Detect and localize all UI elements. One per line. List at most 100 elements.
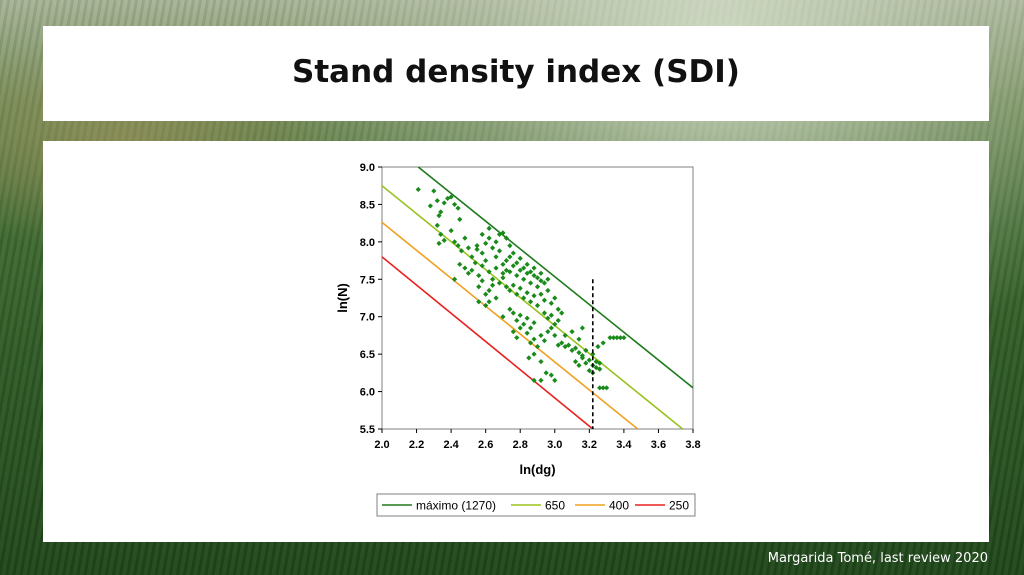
- data-point: [521, 321, 527, 327]
- data-point: [441, 200, 447, 206]
- data-point: [458, 248, 465, 254]
- data-point: [514, 335, 520, 341]
- y-tick-label: 6.0: [360, 387, 375, 399]
- data-point: [510, 310, 516, 316]
- data-point: [579, 325, 586, 331]
- y-tick-label: 7.5: [360, 274, 375, 286]
- data-point: [510, 329, 516, 335]
- data-point: [534, 275, 541, 281]
- data-point: [451, 201, 458, 208]
- y-tick-label: 8.5: [360, 199, 375, 211]
- data-point: [548, 312, 554, 318]
- title-panel: Stand density index (SDI): [43, 26, 989, 121]
- data-point: [559, 310, 565, 316]
- data-point: [527, 340, 534, 346]
- legend-label: 650: [545, 499, 565, 513]
- data-point: [500, 275, 506, 281]
- data-point: [507, 243, 513, 249]
- legend-label: 250: [669, 499, 689, 513]
- data-point: [517, 255, 523, 261]
- data-point: [489, 276, 496, 282]
- data-point: [483, 291, 489, 297]
- y-axis-label: ln(N): [335, 283, 350, 313]
- x-tick-label: 2.8: [513, 439, 528, 451]
- sdi-line-0: [417, 167, 693, 389]
- data-point: [486, 225, 492, 231]
- data-point: [531, 293, 537, 299]
- data-point: [521, 276, 527, 282]
- data-point: [524, 315, 530, 321]
- data-point: [451, 276, 458, 282]
- data-point: [545, 276, 551, 282]
- data-point: [545, 287, 551, 294]
- data-point: [538, 291, 544, 297]
- data-point: [438, 209, 444, 215]
- data-point: [521, 295, 527, 301]
- data-point: [486, 287, 492, 294]
- data-point: [427, 203, 433, 209]
- data-point: [469, 267, 475, 273]
- data-point: [436, 240, 442, 246]
- slide-title: Stand density index (SDI): [292, 54, 740, 90]
- data-point: [526, 355, 532, 361]
- x-tick-label: 2.2: [409, 439, 424, 451]
- data-point: [569, 329, 575, 335]
- data-point: [479, 250, 485, 256]
- data-point: [524, 290, 530, 296]
- data-point: [474, 246, 480, 252]
- data-point: [483, 302, 489, 309]
- data-point: [500, 314, 506, 320]
- data-point: [434, 198, 440, 204]
- data-point: [448, 228, 454, 234]
- data-point: [552, 332, 558, 339]
- data-point: [486, 269, 492, 275]
- y-tick-label: 6.5: [360, 349, 375, 361]
- x-tick-label: 3.6: [651, 439, 666, 451]
- y-tick-label: 7.0: [360, 312, 375, 324]
- data-point: [507, 269, 513, 275]
- data-point: [552, 377, 558, 383]
- data-point: [507, 306, 513, 312]
- data-point: [486, 299, 492, 305]
- data-point: [541, 338, 548, 344]
- data-point: [493, 239, 499, 245]
- data-point: [483, 240, 489, 246]
- data-point: [438, 231, 444, 237]
- data-point: [510, 282, 516, 288]
- data-point: [517, 325, 523, 331]
- data-point: [489, 282, 496, 288]
- data-point: [548, 300, 554, 306]
- data-point: [534, 284, 541, 290]
- sdi-line-3: [382, 256, 594, 429]
- data-point: [503, 257, 509, 264]
- data-point: [496, 248, 503, 254]
- data-point: [514, 317, 520, 324]
- data-point: [472, 260, 478, 266]
- data-point: [436, 213, 442, 219]
- data-point: [527, 269, 534, 275]
- sdi-line-1: [382, 185, 684, 429]
- x-tick-label: 2.6: [478, 439, 493, 451]
- x-tick-label: 2.4: [443, 439, 459, 451]
- data-point: [500, 230, 506, 236]
- data-point: [486, 235, 492, 241]
- data-point: [552, 321, 558, 327]
- y-tick-label: 5.5: [360, 424, 375, 436]
- data-point: [469, 254, 475, 260]
- data-point: [517, 312, 523, 318]
- data-point: [552, 295, 558, 301]
- data-point: [455, 205, 461, 211]
- data-point: [476, 272, 482, 279]
- data-point: [527, 280, 534, 286]
- data-point: [555, 306, 561, 312]
- data-point: [541, 310, 548, 316]
- data-point: [445, 195, 451, 202]
- x-axis-label: ln(dg): [519, 462, 555, 477]
- x-tick-label: 3.0: [547, 439, 562, 451]
- data-point: [507, 254, 513, 260]
- x-tick-label: 3.2: [582, 439, 597, 451]
- data-point: [534, 302, 541, 309]
- chart-panel: 2.0 2.2 2.4 2.6 2.8 3.0 3.2 3.4 3.6 3.8 9.0 8.5 8.0…: [43, 141, 989, 542]
- legend-label: máximo (1270): [416, 499, 496, 513]
- data-point: [465, 270, 471, 276]
